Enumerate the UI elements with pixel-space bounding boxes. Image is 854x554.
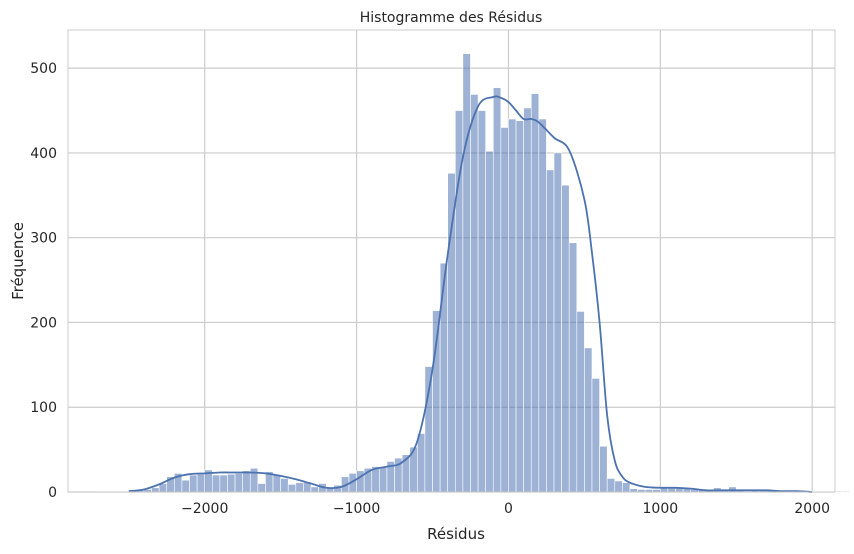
y-axis-label: Fréquence <box>9 222 27 300</box>
histogram-bar <box>417 433 426 493</box>
histogram-bar <box>523 107 532 493</box>
x-tick-label: −2000 <box>181 501 228 517</box>
y-tick-label: 200 <box>30 315 57 331</box>
histogram-bar <box>310 486 319 493</box>
histogram-bar <box>211 474 221 493</box>
histogram-bar <box>546 169 555 493</box>
histogram-bar <box>622 482 631 493</box>
histogram-bar <box>599 445 608 493</box>
histogram-bar <box>242 470 251 493</box>
histogram-bar <box>584 347 593 493</box>
histogram-bar <box>538 118 547 493</box>
x-axis-label: Résidus <box>427 525 485 543</box>
histogram-bar <box>834 490 843 493</box>
histogram-bar <box>424 366 433 493</box>
y-tick-label: 400 <box>30 146 57 162</box>
histogram-bar <box>568 242 578 493</box>
y-tick-label: 300 <box>30 231 57 247</box>
histogram-bar <box>606 478 616 493</box>
histogram-bars <box>98 53 851 493</box>
histogram-bar <box>379 467 388 493</box>
histogram-bar <box>492 87 502 493</box>
histogram-bar <box>614 480 623 493</box>
histogram-bar <box>485 150 494 493</box>
x-tick-label: 0 <box>504 501 513 517</box>
histogram-bar <box>280 478 289 493</box>
histogram-bar <box>189 474 198 493</box>
histogram-bar <box>470 94 479 493</box>
histogram-bar <box>462 53 471 493</box>
histogram-bar <box>629 488 638 493</box>
y-tick-labels: 0 100 200 300 400 500 <box>30 61 57 501</box>
histogram-bar <box>500 127 509 493</box>
histogram-bar <box>219 474 228 493</box>
chart-title: Histogramme des Résidus <box>360 10 543 26</box>
y-tick-label: 100 <box>30 400 57 416</box>
histogram-bar <box>234 473 243 493</box>
histogram-bar <box>257 483 266 493</box>
histogram-bar <box>287 484 297 493</box>
kde-curve <box>128 95 813 493</box>
x-tick-label: 1000 <box>643 501 679 517</box>
histogram-bar <box>151 487 160 493</box>
histogram-bar <box>842 490 851 493</box>
histogram-bar <box>576 311 585 493</box>
histogram-bar <box>356 470 365 493</box>
histogram-bar <box>181 479 190 493</box>
histogram-bar <box>591 378 600 493</box>
x-tick-labels: −2000 −1000 0 1000 2000 <box>181 501 830 517</box>
x-tick-label: 2000 <box>794 501 830 517</box>
histogram-bar <box>196 473 205 493</box>
axes-frame <box>67 29 836 493</box>
histogram-bar <box>553 152 562 493</box>
x-tick-label: −1000 <box>333 501 380 517</box>
histogram-bar <box>477 110 486 493</box>
histogram-bar <box>272 474 281 493</box>
y-tick-label: 500 <box>30 61 57 77</box>
histogram-bar <box>561 184 570 493</box>
histogram-bar <box>447 172 456 493</box>
histogram-bar <box>227 473 236 493</box>
histogram-bar <box>295 482 304 493</box>
histogram-bar <box>508 118 517 493</box>
y-tick-label: 0 <box>48 485 57 501</box>
histogram-bar <box>515 120 524 493</box>
histogram-bar <box>530 93 540 493</box>
